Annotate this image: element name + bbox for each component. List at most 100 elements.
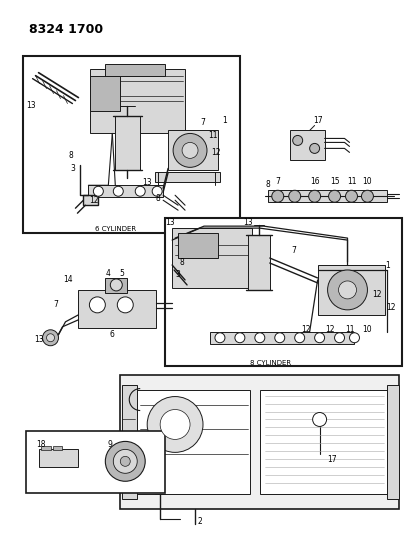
Circle shape: [309, 143, 319, 154]
Bar: [387, 385, 398, 499]
Circle shape: [312, 413, 326, 426]
Text: 4: 4: [106, 270, 110, 278]
Circle shape: [334, 333, 344, 343]
Bar: [289, 131, 324, 160]
Circle shape: [89, 297, 105, 313]
Bar: [90, 76, 120, 110]
Bar: [25, 431, 165, 493]
Bar: [88, 185, 163, 197]
Text: 17: 17: [312, 116, 321, 125]
Circle shape: [173, 133, 207, 167]
Bar: [115, 116, 140, 171]
Text: 1: 1: [384, 261, 389, 270]
Text: 13: 13: [165, 217, 175, 227]
Circle shape: [294, 333, 304, 343]
Text: 12: 12: [372, 290, 381, 300]
Bar: [83, 195, 98, 205]
Circle shape: [274, 333, 284, 343]
Circle shape: [361, 190, 373, 202]
Text: 16: 16: [309, 177, 319, 186]
Circle shape: [327, 270, 366, 310]
Circle shape: [345, 190, 357, 202]
Bar: [165, 218, 401, 366]
Text: 3: 3: [70, 164, 75, 173]
Text: 12: 12: [300, 325, 310, 334]
Bar: [22, 56, 239, 233]
Circle shape: [328, 190, 340, 202]
Text: 15: 15: [329, 177, 339, 186]
Text: 14: 14: [63, 276, 73, 285]
Text: 1: 1: [222, 116, 227, 125]
Text: 2: 2: [197, 516, 202, 526]
Circle shape: [147, 397, 202, 453]
Text: 11: 11: [346, 177, 355, 186]
Bar: [38, 449, 78, 467]
Bar: [105, 63, 165, 76]
Text: 12: 12: [386, 303, 395, 312]
Text: 12: 12: [324, 325, 333, 334]
Bar: [168, 131, 218, 171]
Bar: [247, 235, 269, 290]
Bar: [78, 290, 156, 328]
Text: 13: 13: [34, 335, 43, 344]
Text: 7: 7: [200, 118, 205, 127]
Circle shape: [308, 190, 320, 202]
Bar: [40, 447, 50, 450]
Bar: [259, 390, 387, 494]
Text: 8324 1700: 8324 1700: [29, 23, 103, 36]
Text: 10: 10: [362, 325, 371, 334]
Circle shape: [152, 186, 162, 196]
Circle shape: [288, 190, 300, 202]
Text: 8: 8: [155, 193, 160, 203]
Text: 8: 8: [179, 257, 184, 266]
Circle shape: [254, 333, 264, 343]
Bar: [135, 390, 249, 494]
Text: 6 CYLINDER: 6 CYLINDER: [95, 226, 136, 232]
Bar: [155, 172, 219, 182]
Text: 6: 6: [110, 330, 115, 340]
Circle shape: [105, 441, 145, 481]
Text: 8 CYLINDER: 8 CYLINDER: [249, 360, 290, 366]
Bar: [105, 278, 127, 293]
Text: 17: 17: [326, 455, 335, 464]
Circle shape: [271, 190, 283, 202]
Text: 8: 8: [265, 180, 270, 189]
Text: 18: 18: [36, 440, 45, 449]
Text: 7: 7: [290, 246, 295, 255]
Circle shape: [292, 135, 302, 146]
Circle shape: [348, 333, 359, 343]
Circle shape: [120, 456, 130, 466]
Text: 13: 13: [243, 217, 252, 227]
Bar: [52, 447, 62, 450]
Circle shape: [182, 142, 198, 158]
Text: 13: 13: [142, 178, 152, 187]
Text: 13: 13: [26, 101, 35, 110]
Circle shape: [160, 409, 190, 439]
Bar: [122, 385, 137, 499]
Circle shape: [117, 297, 133, 313]
Circle shape: [234, 333, 244, 343]
Circle shape: [314, 333, 324, 343]
Circle shape: [43, 330, 58, 346]
Text: 12: 12: [211, 148, 220, 157]
Text: 10: 10: [362, 177, 371, 186]
Text: 3: 3: [175, 270, 180, 279]
Bar: [209, 332, 354, 344]
Text: 5: 5: [119, 270, 124, 278]
Circle shape: [113, 449, 137, 473]
Text: 9: 9: [108, 440, 112, 449]
Circle shape: [214, 333, 225, 343]
Circle shape: [135, 186, 145, 196]
Circle shape: [113, 186, 123, 196]
Text: 11: 11: [344, 325, 353, 334]
Text: 11: 11: [208, 131, 217, 140]
Circle shape: [110, 279, 122, 291]
Bar: [317, 265, 384, 315]
Bar: [172, 228, 251, 288]
Text: 7: 7: [275, 177, 279, 186]
Bar: [120, 375, 398, 509]
Text: 12: 12: [90, 196, 99, 205]
Circle shape: [93, 186, 103, 196]
Text: 8: 8: [68, 151, 73, 160]
Circle shape: [47, 334, 54, 342]
